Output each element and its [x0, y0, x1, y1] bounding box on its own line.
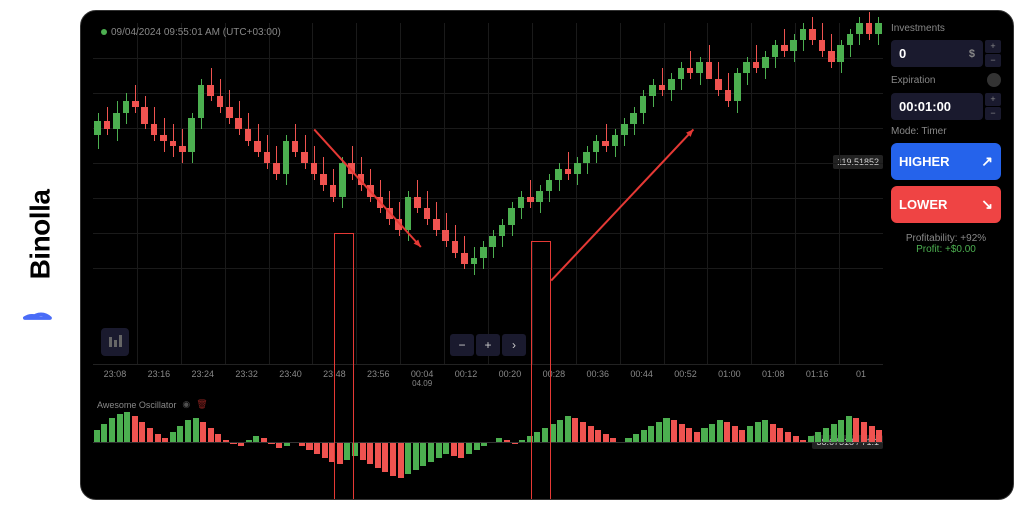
clock-icon[interactable]: [987, 73, 1001, 87]
investments-label: Investments: [891, 23, 1001, 34]
delete-icon[interactable]: 🗑: [196, 399, 207, 410]
mode-label: Mode: Timer: [891, 126, 1001, 137]
logo-icon: [20, 287, 61, 323]
chart-tool-button[interactable]: [101, 328, 129, 356]
brand-name: Binolla: [24, 189, 56, 279]
arrow-up-icon: ↗: [981, 153, 993, 170]
arrow-down-icon: ↘: [981, 196, 993, 213]
timestamp: 09/04/2024 09:55:01 AM (UTC+03:00): [101, 27, 281, 38]
app-window: 09/04/2024 09:55:01 AM (UTC+03:00) 119.5…: [80, 10, 1014, 500]
profitability-text: Profitability: +92%: [891, 233, 1001, 244]
trade-panel: Investments 0 $ + − Expiration 00:01:00 …: [891, 23, 1001, 487]
visibility-icon[interactable]: ◉: [182, 399, 190, 410]
investments-input[interactable]: 0 $: [891, 40, 983, 67]
expiration-input[interactable]: 00:01:00: [891, 93, 983, 120]
profit-text: Profit: +$0.00: [891, 244, 1001, 255]
expiration-label: Expiration: [891, 73, 1001, 87]
x-axis: 23:0823:1623:2423:3223:4023:4823:5600:04…: [93, 365, 883, 393]
profit-block: Profitability: +92% Profit: +$0.00: [891, 233, 1001, 255]
candlestick-chart[interactable]: 119.51852 − + ›: [93, 23, 883, 365]
exp-down-button[interactable]: −: [985, 107, 1001, 120]
invest-down-button[interactable]: −: [985, 54, 1001, 67]
price-label: 119.51852: [833, 155, 883, 169]
lower-button[interactable]: LOWER↘: [891, 186, 1001, 223]
oscillator-label: Awesome Oscillator: [97, 400, 176, 410]
logo: Binolla: [20, 189, 61, 323]
invest-up-button[interactable]: +: [985, 40, 1001, 53]
oscillator-header: Awesome Oscillator ◉ 🗑: [97, 399, 208, 410]
chart-zoom-controls: − + ›: [450, 334, 526, 356]
zoom-out-button[interactable]: −: [450, 334, 474, 356]
scroll-right-button[interactable]: ›: [502, 334, 526, 356]
exp-up-button[interactable]: +: [985, 93, 1001, 106]
chart-area: 09/04/2024 09:55:01 AM (UTC+03:00) 119.5…: [93, 23, 883, 487]
higher-button[interactable]: HIGHER↗: [891, 143, 1001, 180]
oscillator-panel[interactable]: Awesome Oscillator ◉ 🗑 38.67318 / 71.1: [93, 397, 883, 487]
zoom-in-button[interactable]: +: [476, 334, 500, 356]
brand-sidebar: Binolla: [0, 0, 80, 512]
